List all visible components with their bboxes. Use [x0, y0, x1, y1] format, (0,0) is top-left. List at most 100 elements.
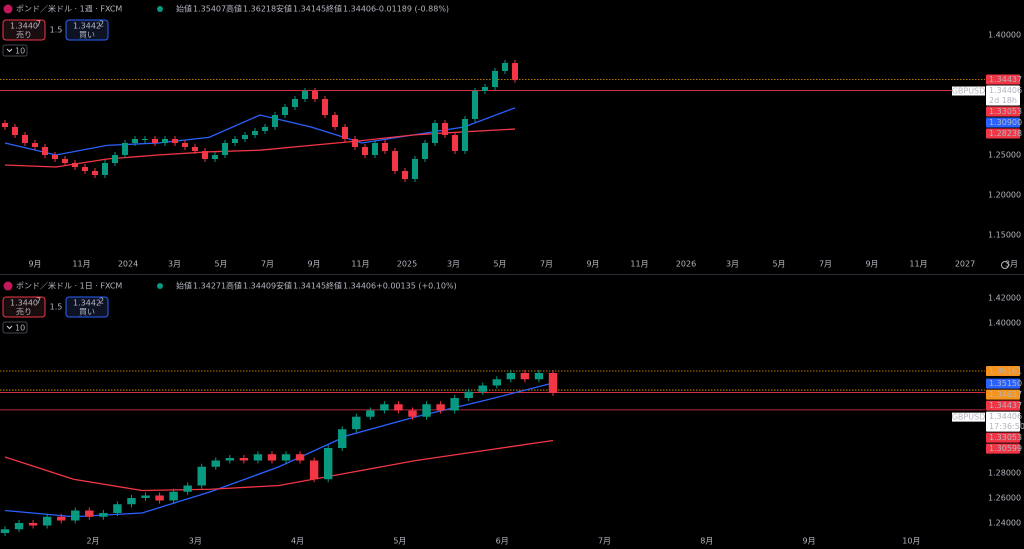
candle [56, 516, 66, 521]
x-tick-label: 11月 [72, 260, 90, 269]
sell-price: 1.3440 [10, 22, 38, 31]
candle [520, 373, 530, 380]
candle [412, 159, 418, 179]
candle [102, 163, 108, 175]
symbol-title: ポンド／米ドル · 1週 · FXCM [16, 4, 122, 14]
symbol-tag-text: GBPUSD [952, 87, 986, 96]
candle [62, 159, 68, 163]
candle [422, 404, 431, 417]
candle [122, 143, 128, 155]
buy-button[interactable] [65, 296, 109, 318]
price-tag [986, 443, 1020, 454]
candle [452, 135, 458, 151]
candle [262, 127, 268, 131]
candle [92, 171, 98, 175]
candle [239, 458, 249, 461]
price-tag [986, 365, 1020, 376]
candle [342, 127, 348, 139]
candle [506, 373, 516, 380]
price-tag-label: 1.30900 [989, 118, 1022, 127]
candle [155, 495, 164, 501]
price-tag [986, 432, 1020, 443]
candle [2, 123, 8, 127]
candle [502, 63, 508, 71]
indicators-toggle[interactable] [2, 44, 28, 57]
candle [492, 71, 498, 87]
candle [512, 63, 518, 80]
price-tag [986, 400, 1020, 411]
y-tick-label: 1.26000 [988, 494, 1021, 503]
x-tick-label: 5月 [772, 260, 785, 269]
x-tick-label: 7月 [819, 260, 832, 269]
x-tick-label: 2024 [118, 260, 138, 269]
ohlc-value: 1.34409 [243, 282, 276, 291]
price-tag-label: 1.28238 [989, 129, 1022, 138]
price-tag [986, 117, 1020, 128]
candle [52, 155, 58, 159]
ohlc-value: 1.35407 [193, 5, 226, 14]
candle [267, 454, 277, 461]
candle [482, 87, 488, 91]
ohlc-label: 始値 [176, 4, 192, 14]
candle [472, 91, 478, 119]
chevron [6, 48, 13, 53]
price-tag-label: 1.34437 [989, 401, 1022, 410]
price-tag [986, 128, 1020, 139]
x-tick-label: 7月 [261, 260, 274, 269]
candle [112, 155, 118, 163]
candle [132, 139, 138, 143]
price-tag [986, 106, 1020, 117]
candle [402, 171, 408, 179]
candle [382, 143, 388, 151]
buy-price: 1.3442 [73, 22, 101, 31]
ohlc-label: 高値 [226, 4, 242, 14]
candle [281, 454, 291, 461]
symbol-icon [3, 4, 13, 14]
candle [322, 99, 328, 115]
market-status [157, 283, 163, 289]
candle [212, 155, 218, 159]
candle [252, 131, 258, 135]
candle [352, 139, 358, 147]
candle [302, 91, 308, 99]
candle [462, 119, 468, 151]
y-tick-label: 1.25000 [988, 151, 1021, 160]
candle [211, 460, 220, 467]
price-tag-label: 1.34437 [989, 75, 1022, 84]
sell-price: 1.3440 [10, 299, 38, 308]
price-tag [986, 378, 1020, 389]
settings-icon[interactable] [1001, 261, 1009, 269]
candle [22, 135, 28, 143]
candle [394, 404, 403, 411]
x-tick-label: 3月 [726, 260, 739, 269]
y-tick-label: 1.15000 [988, 231, 1021, 240]
candle [295, 454, 305, 461]
sell-button[interactable] [2, 19, 46, 41]
candle [42, 516, 52, 526]
indicators-toggle[interactable] [2, 321, 28, 334]
candle [142, 139, 148, 140]
price-tag [986, 74, 1020, 85]
x-tick-label: 9月 [28, 260, 41, 269]
ohlc-value: 1.36218 [243, 5, 276, 14]
sell-label: 売り [16, 307, 32, 317]
x-tick-label: 11月 [630, 260, 648, 269]
x-tick-label: 3月 [189, 537, 202, 546]
sell-button[interactable] [2, 296, 46, 318]
candle [82, 167, 88, 171]
price-tag-label: 1.33053 [989, 433, 1022, 442]
buy-pip: 2 [99, 20, 104, 29]
candle [492, 379, 502, 386]
candle [183, 485, 192, 492]
candle [362, 147, 368, 155]
candle [12, 127, 18, 135]
x-tick-label: 2026 [676, 260, 696, 269]
candle [392, 151, 398, 171]
x-tick-label: 3月 [168, 260, 181, 269]
ohlc-value: 1.34406 [343, 282, 376, 291]
sell-pip: 7 [36, 20, 41, 29]
buy-button[interactable] [65, 19, 109, 41]
x-tick-label: 2025 [397, 260, 417, 269]
x-tick-label: 11月 [909, 260, 927, 269]
